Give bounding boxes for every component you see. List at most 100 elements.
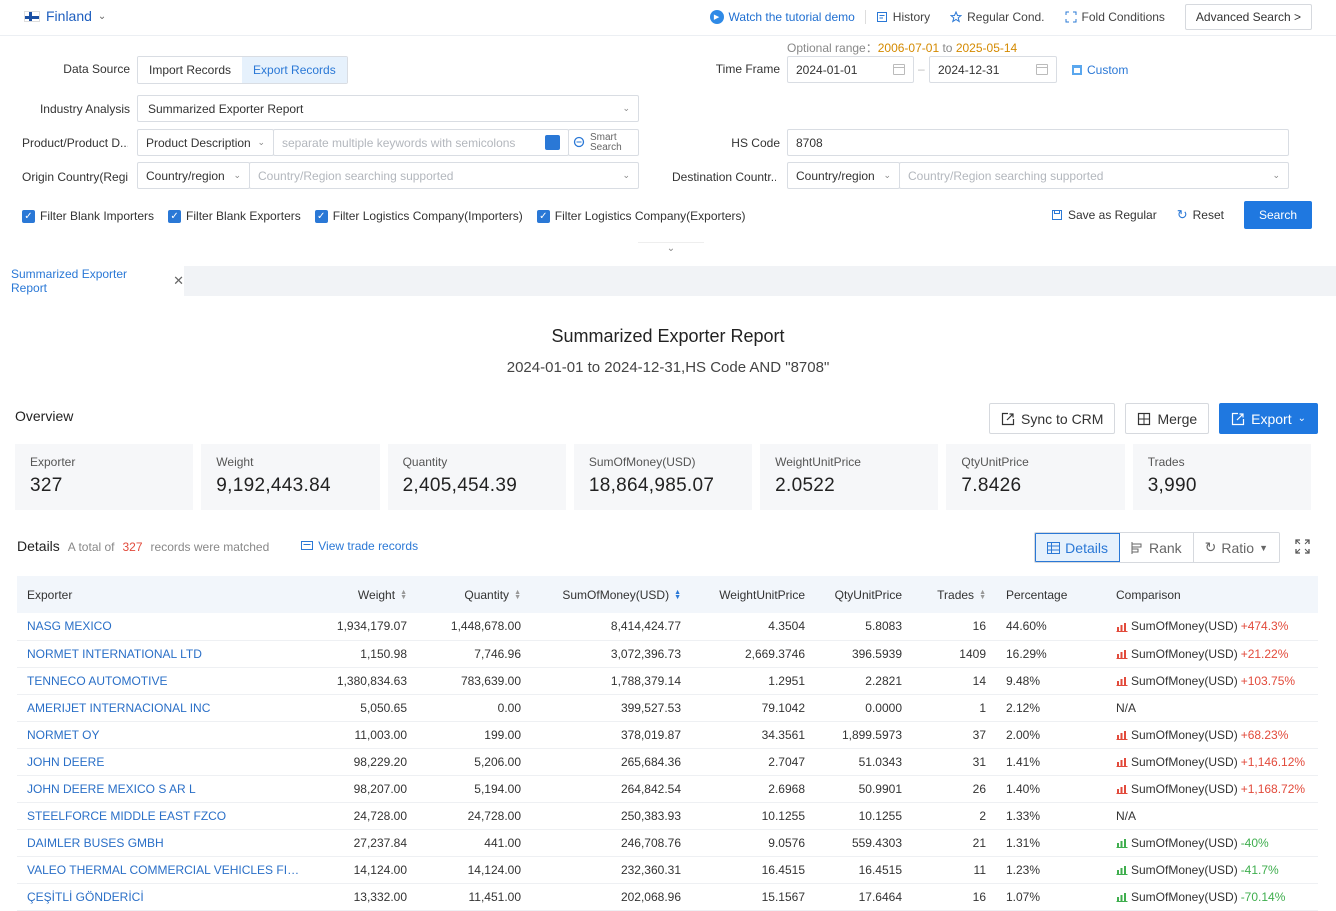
exporter-name-link[interactable]: STEELFORCE MIDDLE EAST FZCO	[27, 808, 227, 823]
stat-card-sum-of-money: SumOfMoney(USD) 18,864,985.07	[573, 444, 753, 510]
country-selector[interactable]: Finland ⌄	[24, 8, 106, 24]
industry-select[interactable]: Summarized Exporter Report ⌄	[137, 95, 639, 122]
col-header-quantity[interactable]: Quantity ▲ ▼	[417, 576, 531, 613]
comparison-cell: SumOfMoney(USD) +21.22%	[1106, 640, 1318, 667]
table-row[interactable]: ÇEŞİTLİ GÖNDERİCİ 13,332.00 11,451.00 202,0…	[17, 883, 1318, 910]
exporter-name-link[interactable]: AMERIJET INTERNACIONAL INC	[27, 700, 211, 715]
destination-country-input[interactable]: Country/Region searching supported ⌄	[899, 162, 1289, 189]
origin-country-input[interactable]: Country/Region searching supported ⌄	[249, 162, 639, 189]
checkbox-checked-icon: ✓	[314, 209, 328, 223]
filter-blank-importers-checkbox[interactable]: ✓ Filter Blank Importers	[22, 209, 154, 223]
import-records-option[interactable]: Import Records	[138, 57, 243, 83]
checkbox-checked-icon: ✓	[536, 209, 550, 223]
tutorial-link[interactable]: ▶ Watch the tutorial demo	[700, 4, 865, 30]
chevron-down-icon: ⌄	[233, 170, 241, 180]
trades-cell: 31	[972, 754, 986, 769]
export-records-option[interactable]: Export Records	[242, 57, 347, 83]
stat-key: Trades	[1147, 455, 1185, 469]
origin-type-select[interactable]: Country/region ⌄	[137, 162, 250, 189]
table-row[interactable]: NORMET OY 11,003.00 199.00 378,019.87 34.356…	[17, 721, 1318, 748]
regular-cond-link[interactable]: Regular Cond.	[940, 4, 1054, 30]
exporter-name-link[interactable]: JOHN DEERE	[27, 754, 105, 769]
sort-icon[interactable]: ▲ ▼	[514, 589, 521, 602]
sort-icon[interactable]: ▲ ▼	[979, 589, 986, 602]
filter-checkboxes: ✓ Filter Blank Importers ✓ Filter Blank Ex…	[22, 209, 746, 223]
exporter-name-link[interactable]: VALEO THERMAL COMMERCIAL VEHICLES FINLAN…	[27, 862, 313, 877]
weight-cell: 13,332.00	[353, 889, 407, 904]
weight-unit-price-cell: 15.1567	[761, 889, 805, 904]
table-row[interactable]: TENNECO AUTOMOTIVE 1,380,834.63 783,639.00…	[17, 667, 1318, 694]
product-type-value: Product Description	[146, 135, 251, 150]
exporter-name-link[interactable]: DAIMLER BUSES GMBH	[27, 835, 164, 850]
fold-conditions-link[interactable]: Fold Conditions	[1055, 4, 1175, 30]
divider	[864, 10, 866, 24]
col-header-sum-of-money[interactable]: SumOfMoney(USD) ▲ ▼	[531, 576, 691, 613]
stat-card-qty-unit-price: QtyUnitPrice 7.8426	[946, 444, 1125, 510]
exporter-name-link[interactable]: NASG MEXICO	[27, 619, 112, 634]
filter-blank-exporters-checkbox[interactable]: ✓ Filter Blank Exporters	[168, 209, 301, 223]
product-type-select[interactable]: Product Description ⌄	[137, 129, 274, 156]
reset-label: Reset	[1192, 208, 1224, 222]
table-row[interactable]: VALEO THERMAL COMMERCIAL VEHICLES FINLAN…	[17, 856, 1318, 883]
table-row[interactable]: JOHN DEERE MEXICO S AR L 98,207.00 5,194.0…	[17, 775, 1318, 802]
trades-cell: 26	[972, 781, 986, 796]
view-trade-records-link[interactable]: View trade records	[301, 539, 418, 553]
smart-search-line1: Smart	[590, 131, 617, 143]
date-to-input[interactable]: 2024-12-31	[929, 56, 1057, 83]
close-icon[interactable]: ✕	[173, 273, 184, 288]
col-header-weight[interactable]: Weight ▲ ▼	[313, 576, 417, 613]
tab-summarized-exporter-report[interactable]: Summarized Exporter Report ✕	[0, 266, 184, 296]
destination-type-select[interactable]: Country/region ⌄	[787, 162, 900, 189]
col-header-trades[interactable]: Trades ▲ ▼	[912, 576, 996, 613]
keyword-input[interactable]: separate multiple keywords with semicolo…	[273, 129, 569, 156]
table-row[interactable]: AMERIJET INTERNACIONAL INC 5,050.65 0.00 39…	[17, 694, 1318, 721]
hs-code-input[interactable]: 8708	[787, 129, 1289, 156]
header-label: SumOfMoney(USD)	[562, 587, 670, 602]
table-row[interactable]: NASG MEXICO 1,934,179.07 1,448,678.00 8,414…	[17, 613, 1318, 640]
history-icon	[876, 12, 887, 22]
sum-of-money-cell: 378,019.87	[620, 727, 681, 742]
table-row[interactable]: DAIMLER BUSES GMBH 27,237.84 441.00 246,708…	[17, 829, 1318, 856]
table-row[interactable]: NORMET INTERNATIONAL LTD 1,150.98 7,746.96…	[17, 640, 1318, 667]
save-as-regular-button[interactable]: Save as Regular	[1051, 208, 1157, 222]
custom-link[interactable]: Custom	[1071, 63, 1128, 77]
sort-icon[interactable]: ▲ ▼	[400, 589, 407, 602]
exporter-name-link[interactable]: NORMET INTERNATIONAL LTD	[27, 646, 202, 661]
sync-to-crm-button[interactable]: Sync to CRM	[988, 403, 1116, 434]
search-button[interactable]: Search	[1243, 201, 1312, 229]
sort-icon[interactable]: ▲ ▼	[674, 589, 681, 602]
star-icon	[950, 11, 963, 23]
trend-chart-icon	[1116, 731, 1128, 740]
advanced-search-button[interactable]: Advanced Search >	[1184, 4, 1312, 30]
tab-rank[interactable]: Rank	[1119, 533, 1194, 562]
exporter-name-link[interactable]: ÇEŞİTLİ GÖNDERİCİ	[27, 889, 144, 904]
comparison-cell: SumOfMoney(USD) +1,146.12%	[1106, 748, 1318, 775]
comparison-cell: N/A	[1106, 694, 1318, 721]
trades-cell: 2	[979, 808, 986, 823]
smart-search-button[interactable]: Smart Search	[568, 129, 639, 156]
collapse-toggle-icon[interactable]: ⌄	[638, 242, 704, 258]
merge-button[interactable]: Merge	[1125, 403, 1210, 434]
filter-logistics-importers-checkbox[interactable]: ✓ Filter Logistics Company(Importers)	[314, 209, 523, 223]
filter-logistics-exporters-checkbox[interactable]: ✓ Filter Logistics Company(Exporters)	[536, 209, 746, 223]
percentage-cell: 1.07%	[1006, 889, 1041, 904]
regular-cond-label: Regular Cond.	[967, 10, 1045, 24]
exporter-name-link[interactable]: NORMET OY	[27, 727, 100, 742]
percentage-cell: 1.23%	[1006, 862, 1041, 877]
exporter-name-link[interactable]: TENNECO AUTOMOTIVE	[27, 673, 168, 688]
keyword-expand-icon[interactable]	[545, 135, 560, 150]
table-row[interactable]: JOHN DEERE 98,229.20 5,206.00 265,684.36 2.7…	[17, 748, 1318, 775]
export-label: Export	[1251, 410, 1292, 427]
checkbox-checked-icon: ✓	[22, 209, 35, 223]
comparison-value: +68.23%	[1240, 727, 1289, 742]
tab-details[interactable]: Details	[1035, 533, 1120, 562]
history-link[interactable]: History	[866, 4, 940, 30]
reset-button[interactable]: ↻ Reset	[1177, 207, 1224, 223]
fullscreen-icon[interactable]	[1295, 539, 1310, 554]
date-from-input[interactable]: 2024-01-01	[787, 56, 914, 83]
exporter-name-link[interactable]: JOHN DEERE MEXICO S AR L	[27, 781, 196, 796]
tab-ratio[interactable]: ↻ Ratio ▼	[1193, 533, 1279, 562]
table-row[interactable]: STEELFORCE MIDDLE EAST FZCO 24,728.00 24,7…	[17, 802, 1318, 829]
col-header-percentage: Percentage	[996, 576, 1106, 613]
export-button[interactable]: Export ⌄	[1219, 403, 1318, 434]
